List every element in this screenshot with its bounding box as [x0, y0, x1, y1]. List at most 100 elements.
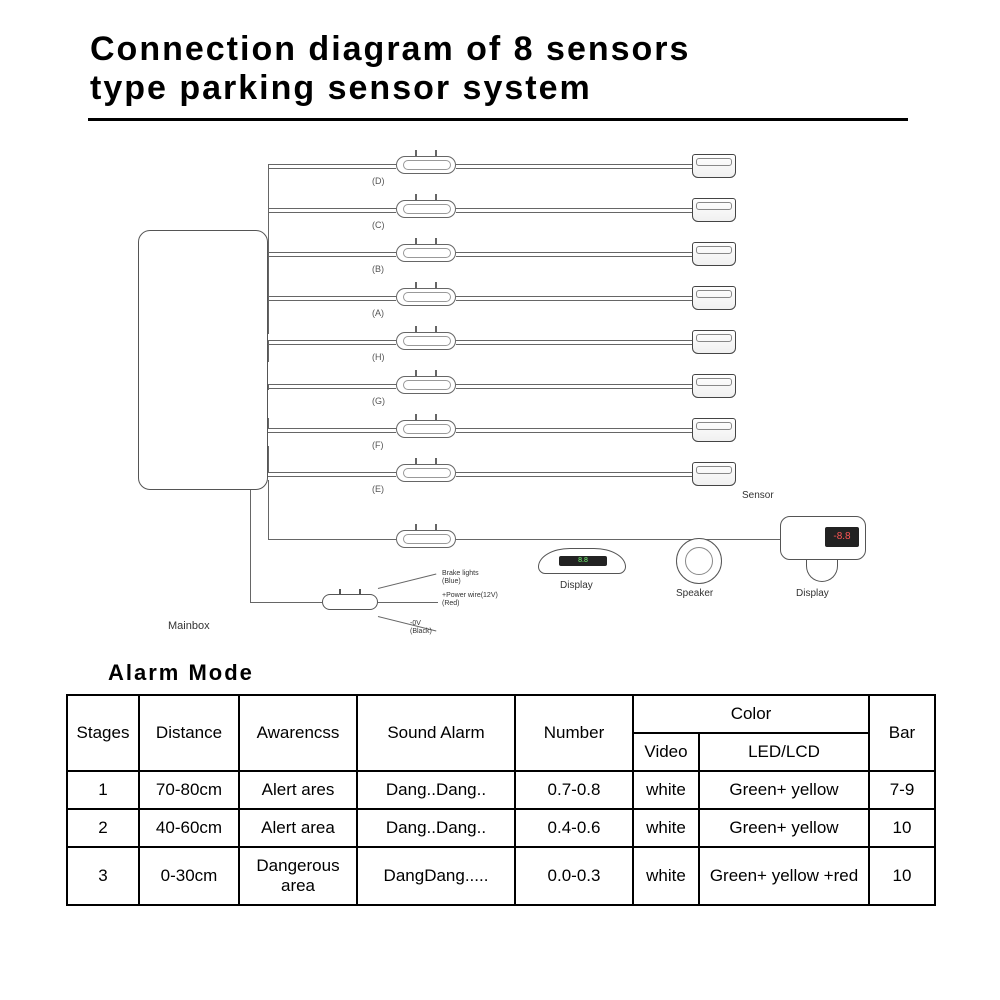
sensor-channel-label: (B): [372, 264, 384, 274]
speaker-icon: [676, 538, 722, 584]
sensor-icon: [692, 374, 736, 398]
table-cell-distance: 70-80cm: [139, 771, 239, 809]
th-color-group: Color: [633, 695, 869, 733]
power-label-brake: Brake lights(Blue): [442, 570, 479, 585]
display1-readout: 8.8: [559, 556, 607, 566]
table-cell-awareness: Alert area: [239, 809, 357, 847]
speaker-label: Speaker: [676, 588, 713, 599]
sensor-wire-right-b: [456, 388, 692, 389]
sensor-wire-left-b: [268, 168, 396, 169]
sensor-wire-left-b: [268, 300, 396, 301]
sensor-wire-right-b: [456, 256, 692, 257]
table-cell-distance: 0-30cm: [139, 847, 239, 905]
sensor-wire-right: [456, 472, 692, 473]
sensor-wire-drop: [268, 446, 269, 472]
sensor-wire-left: [268, 164, 396, 165]
output-wire-left: [268, 539, 396, 540]
sensor-wire-left-b: [268, 212, 396, 213]
table-cell-number: 0.4-0.6: [515, 809, 633, 847]
alarm-mode-table: Stages Distance Awarencss Sound Alarm Nu…: [66, 694, 936, 906]
sensor-icon: [692, 330, 736, 354]
power-label-12v: +Power wire(12V)(Red): [442, 592, 498, 607]
sensor-icon: [692, 242, 736, 266]
sensor-channel-label: (D): [372, 176, 385, 186]
display1-label: Display: [560, 580, 593, 591]
table-cell-distance: 40-60cm: [139, 809, 239, 847]
table-header-row-1: Stages Distance Awarencss Sound Alarm Nu…: [67, 695, 935, 733]
sensor-connector: [396, 200, 456, 218]
display2-readout: -8.8: [825, 527, 859, 547]
table-cell-bar: 10: [869, 847, 935, 905]
sensor-wire-left: [268, 208, 396, 209]
table-cell-video: white: [633, 847, 699, 905]
table-cell-number: 0.7-0.8: [515, 771, 633, 809]
table-cell-stages: 1: [67, 771, 139, 809]
th-bar: Bar: [869, 695, 935, 771]
th-ledlcd: LED/LCD: [699, 733, 869, 771]
sensor-wire-right: [456, 340, 692, 341]
table-row: 30-30cmDangerous areaDangDang.....0.0-0.…: [67, 847, 935, 905]
th-sound: Sound Alarm: [357, 695, 515, 771]
sensor-icon: [692, 154, 736, 178]
mainbox-label: Mainbox: [168, 620, 210, 632]
th-awareness: Awarencss: [239, 695, 357, 771]
sensor-wire-left: [268, 340, 396, 341]
connection-diagram: Mainbox (D)(C)(B)(A)(H)(G)(F)(E) Sensor …: [90, 140, 910, 650]
table-cell-sound: DangDang.....: [357, 847, 515, 905]
table-cell-stages: 3: [67, 847, 139, 905]
table-cell-video: white: [633, 809, 699, 847]
table-cell-sound: Dang..Dang..: [357, 771, 515, 809]
table-cell-awareness: Alert ares: [239, 771, 357, 809]
sensor-connector: [396, 376, 456, 394]
sensor-wire-left: [268, 252, 396, 253]
sensor-wire-right-b: [456, 432, 692, 433]
alarm-mode-title: Alarm Mode: [108, 660, 254, 686]
sensor-wire-right-b: [456, 300, 692, 301]
table-cell-sound: Dang..Dang..: [357, 809, 515, 847]
sensor-wire-right: [456, 296, 692, 297]
sensor-icon: [692, 462, 736, 486]
th-distance: Distance: [139, 695, 239, 771]
sensor-wire-right: [456, 252, 692, 253]
table-cell-awareness: Dangerous area: [239, 847, 357, 905]
sensor-wire-left: [268, 472, 396, 473]
sensor-wire-right-b: [456, 168, 692, 169]
sensor-icon: [692, 198, 736, 222]
sensor-channel-label: (A): [372, 308, 384, 318]
table-cell-bar: 10: [869, 809, 935, 847]
output-connector: [396, 530, 456, 548]
table-cell-ledlcd: Green+ yellow: [699, 771, 869, 809]
power-drop-wire: [250, 490, 251, 602]
title-line2: type parking sensor system: [90, 69, 592, 107]
sensor-wire-left: [268, 296, 396, 297]
display-half-moon: 8.8: [538, 548, 626, 574]
sensor-connector: [396, 288, 456, 306]
sensor-wire-right: [456, 164, 692, 165]
sensor-connector: [396, 420, 456, 438]
sensor-wire-right: [456, 208, 692, 209]
power-wire-12v: [378, 602, 438, 603]
sensor-wire-left-b: [268, 432, 396, 433]
sensor-wire-right: [456, 384, 692, 385]
sensor-wire-left-b: [268, 344, 396, 345]
output-drop-wire: [268, 480, 269, 539]
sensor-connector: [396, 332, 456, 350]
display2-label: Display: [796, 588, 829, 599]
table-cell-stages: 2: [67, 809, 139, 847]
sensor-wire-left: [268, 428, 396, 429]
power-connector: [322, 594, 378, 610]
table-cell-ledlcd: Green+ yellow: [699, 809, 869, 847]
sensor-wire-drop: [268, 296, 269, 334]
table-cell-number: 0.0-0.3: [515, 847, 633, 905]
sensor-channel-label: (G): [372, 396, 385, 406]
sensor-wire-left-b: [268, 256, 396, 257]
power-wire-brake: [378, 573, 436, 588]
table-cell-video: white: [633, 771, 699, 809]
sensor-wire-left-b: [268, 388, 396, 389]
th-number: Number: [515, 695, 633, 771]
power-label-0v: -0V(Black): [410, 620, 432, 635]
sensor-wire-drop: [268, 418, 269, 428]
mainbox-shape: [138, 230, 268, 490]
sensor-wire-right-b: [456, 212, 692, 213]
sensor-wire-left: [268, 384, 396, 385]
